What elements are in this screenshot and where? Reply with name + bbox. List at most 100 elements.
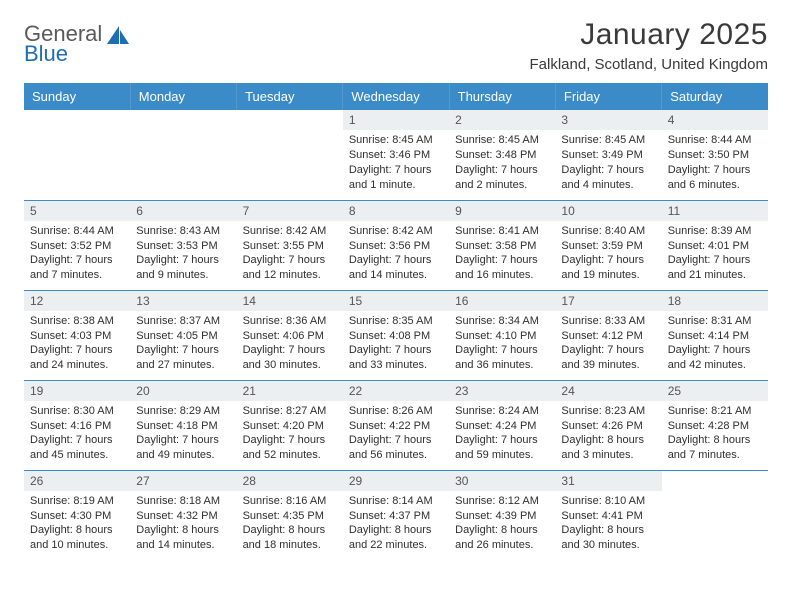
daylight-line: Daylight: 7 hours and 7 minutes. (30, 253, 124, 283)
sunrise-line: Sunrise: 8:31 AM (668, 314, 762, 329)
daylight-line: Daylight: 7 hours and 4 minutes. (561, 163, 655, 193)
sunrise-line: Sunrise: 8:12 AM (455, 494, 549, 509)
day-number: 28 (237, 471, 343, 491)
calendar-day-cell: 10Sunrise: 8:40 AMSunset: 3:59 PMDayligh… (555, 200, 661, 290)
sunrise-line: Sunrise: 8:16 AM (243, 494, 337, 509)
calendar-day-cell: 26Sunrise: 8:19 AMSunset: 4:30 PMDayligh… (24, 470, 130, 560)
day-number: 1 (343, 110, 449, 130)
calendar-day-cell: 8Sunrise: 8:42 AMSunset: 3:56 PMDaylight… (343, 200, 449, 290)
sunset-line: Sunset: 3:53 PM (136, 239, 230, 254)
calendar-day-cell: 23Sunrise: 8:24 AMSunset: 4:24 PMDayligh… (449, 380, 555, 470)
sunrise-line: Sunrise: 8:45 AM (561, 133, 655, 148)
daylight-line: Daylight: 7 hours and 56 minutes. (349, 433, 443, 463)
day-number: 21 (237, 381, 343, 401)
calendar-day-cell: 27Sunrise: 8:18 AMSunset: 4:32 PMDayligh… (130, 470, 236, 560)
day-number: 10 (555, 201, 661, 221)
day-number: 2 (449, 110, 555, 130)
day-number: 6 (130, 201, 236, 221)
daylight-line: Daylight: 7 hours and 14 minutes. (349, 253, 443, 283)
sunset-line: Sunset: 4:26 PM (561, 419, 655, 434)
calendar-page: General Blue January 2025 Falkland, Scot… (0, 0, 792, 612)
calendar-day-cell: 3Sunrise: 8:45 AMSunset: 3:49 PMDaylight… (555, 110, 661, 200)
calendar-week-row: 5Sunrise: 8:44 AMSunset: 3:52 PMDaylight… (24, 200, 768, 290)
sunrise-line: Sunrise: 8:42 AM (349, 224, 443, 239)
calendar-day-cell: 29Sunrise: 8:14 AMSunset: 4:37 PMDayligh… (343, 470, 449, 560)
sunrise-line: Sunrise: 8:42 AM (243, 224, 337, 239)
sunrise-line: Sunrise: 8:41 AM (455, 224, 549, 239)
daylight-line: Daylight: 7 hours and 39 minutes. (561, 343, 655, 373)
day-number: 30 (449, 471, 555, 491)
sunset-line: Sunset: 4:18 PM (136, 419, 230, 434)
sunset-line: Sunset: 4:14 PM (668, 329, 762, 344)
sunset-line: Sunset: 3:59 PM (561, 239, 655, 254)
calendar-day-cell: 25Sunrise: 8:21 AMSunset: 4:28 PMDayligh… (662, 380, 768, 470)
daylight-line: Daylight: 7 hours and 16 minutes. (455, 253, 549, 283)
day-number: 12 (24, 291, 130, 311)
daylight-line: Daylight: 7 hours and 59 minutes. (455, 433, 549, 463)
weekday-header: Monday (130, 83, 236, 110)
sunrise-line: Sunrise: 8:30 AM (30, 404, 124, 419)
day-number: 18 (662, 291, 768, 311)
daylight-line: Daylight: 8 hours and 18 minutes. (243, 523, 337, 553)
sunrise-line: Sunrise: 8:45 AM (455, 133, 549, 148)
sunrise-line: Sunrise: 8:26 AM (349, 404, 443, 419)
sunset-line: Sunset: 3:50 PM (668, 148, 762, 163)
daylight-line: Daylight: 7 hours and 42 minutes. (668, 343, 762, 373)
daylight-line: Daylight: 8 hours and 14 minutes. (136, 523, 230, 553)
sunrise-line: Sunrise: 8:27 AM (243, 404, 337, 419)
daylight-line: Daylight: 7 hours and 12 minutes. (243, 253, 337, 283)
sunrise-line: Sunrise: 8:38 AM (30, 314, 124, 329)
calendar-day-cell: 20Sunrise: 8:29 AMSunset: 4:18 PMDayligh… (130, 380, 236, 470)
sunrise-line: Sunrise: 8:44 AM (668, 133, 762, 148)
sunset-line: Sunset: 4:10 PM (455, 329, 549, 344)
calendar-day-cell: 14Sunrise: 8:36 AMSunset: 4:06 PMDayligh… (237, 290, 343, 380)
day-number: 27 (130, 471, 236, 491)
day-number: 31 (555, 471, 661, 491)
calendar-day-cell: 19Sunrise: 8:30 AMSunset: 4:16 PMDayligh… (24, 380, 130, 470)
sunset-line: Sunset: 4:08 PM (349, 329, 443, 344)
sunrise-line: Sunrise: 8:36 AM (243, 314, 337, 329)
sunrise-line: Sunrise: 8:33 AM (561, 314, 655, 329)
sunrise-line: Sunrise: 8:24 AM (455, 404, 549, 419)
calendar-day-cell: 12 Sunrise: 8:38 AMSunset: 4:03 PMDayligh… (24, 290, 130, 380)
calendar-day-cell: 2Sunrise: 8:45 AMSunset: 3:48 PMDaylight… (449, 110, 555, 200)
sunset-line: Sunset: 3:55 PM (243, 239, 337, 254)
sunrise-line: Sunrise: 8:39 AM (668, 224, 762, 239)
calendar-header-row: Sunday Monday Tuesday Wednesday Thursday… (24, 83, 768, 110)
day-number: 9 (449, 201, 555, 221)
calendar-day-cell: 9Sunrise: 8:41 AMSunset: 3:58 PMDaylight… (449, 200, 555, 290)
sunset-line: Sunset: 4:12 PM (561, 329, 655, 344)
sunset-line: Sunset: 4:35 PM (243, 509, 337, 524)
day-number: 7 (237, 201, 343, 221)
day-number: 5 (24, 201, 130, 221)
calendar-day-cell: 28 Sunrise: 8:16 AMSunset: 4:35 PMDayligh… (237, 470, 343, 560)
day-number: 4 (662, 110, 768, 130)
daylight-line: Daylight: 7 hours and 24 minutes. (30, 343, 124, 373)
calendar-day-cell: 7 Sunrise: 8:42 AMSunset: 3:55 PMDaylight… (237, 200, 343, 290)
sunset-line: Sunset: 4:22 PM (349, 419, 443, 434)
day-number: 13 (130, 291, 236, 311)
sunset-line: Sunset: 4:39 PM (455, 509, 549, 524)
sunrise-line: Sunrise: 8:35 AM (349, 314, 443, 329)
brand-sail-icon (105, 24, 131, 46)
sunset-line: Sunset: 3:52 PM (30, 239, 124, 254)
sunrise-line: Sunrise: 8:40 AM (561, 224, 655, 239)
day-number: 23 (449, 381, 555, 401)
weekday-header: Tuesday (237, 83, 343, 110)
weekday-header: Friday (555, 83, 661, 110)
daylight-line: Daylight: 8 hours and 3 minutes. (561, 433, 655, 463)
daylight-line: Daylight: 7 hours and 2 minutes. (455, 163, 549, 193)
sunset-line: Sunset: 4:03 PM (30, 329, 124, 344)
sunrise-line: Sunrise: 8:21 AM (668, 404, 762, 419)
calendar-day-cell: 16Sunrise: 8:34 AMSunset: 4:10 PMDayligh… (449, 290, 555, 380)
brand-text: General Blue (24, 24, 102, 64)
day-number: 29 (343, 471, 449, 491)
calendar-day-cell: 18 Sunrise: 8:31 AMSunset: 4:14 PMDayligh… (662, 290, 768, 380)
brand-word-2: Blue (24, 41, 68, 66)
calendar-day-cell (24, 110, 130, 200)
daylight-line: Daylight: 8 hours and 10 minutes. (30, 523, 124, 553)
calendar-week-row: 12Sunrise: 8:38 AMSunset: 4:03 PMDayligh… (24, 290, 768, 380)
calendar-day-cell (130, 110, 236, 200)
day-number: 24 (555, 381, 661, 401)
sunrise-line: Sunrise: 8:43 AM (136, 224, 230, 239)
